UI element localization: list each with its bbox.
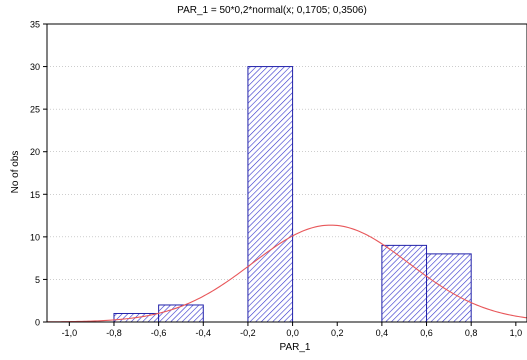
fit-curve-line [46,224,527,323]
x-tick-label: 0,8 [465,328,478,338]
x-tick-label: 0,4 [376,328,389,338]
y-axis: 0 5 10 15 20 25 30 35 [30,20,47,328]
x-tick-label: 0,0 [286,328,299,338]
x-tick-label: 0,6 [420,328,433,338]
normal-fit-curve [46,224,527,323]
x-tick-label: -0,6 [151,328,167,338]
x-tick-label: -0,8 [106,328,122,338]
x-axis-label: PAR_1 [280,342,311,353]
y-axis-label: No of obs [10,151,21,194]
y-tick-label: 5 [35,275,40,285]
x-tick-label: -0,4 [196,328,212,338]
x-tick-label: -1,0 [62,328,78,338]
plot-frame [46,23,527,323]
histogram-bar [158,304,204,323]
y-tick-label: 35 [30,20,40,30]
y-tick-label: 15 [30,190,40,200]
y-tick-label: 25 [30,105,40,115]
y-tick-label: 0 [35,318,40,328]
y-tick-label: 10 [30,232,40,242]
y-tick-label: 20 [30,147,40,157]
x-tick-label: 0,2 [331,328,344,338]
chart-title: PAR_1 = 50*0,2*normal(x; 0,1705; 0,3506) [177,5,367,16]
x-axis: -1,0 -0,8 -0,6 -0,4 -0,2 0,0 0,2 0,4 0,6 0,8 1,0 [62,322,523,338]
x-tick-label: -0,2 [240,328,256,338]
histogram-bar [426,253,472,323]
histogram-bar [381,244,428,323]
x-tick-label: 1,0 [510,328,523,338]
y-tick-label: 30 [30,62,40,72]
histogram-bar [247,66,294,323]
